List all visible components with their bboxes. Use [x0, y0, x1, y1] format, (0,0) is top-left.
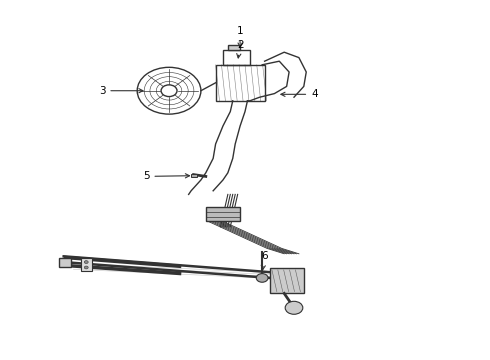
Circle shape: [256, 274, 268, 282]
Circle shape: [84, 261, 88, 264]
Circle shape: [285, 301, 303, 314]
Bar: [81, 258, 92, 271]
Text: 1: 1: [237, 26, 244, 47]
Text: 3: 3: [98, 86, 143, 96]
Bar: [206, 207, 240, 221]
Bar: [216, 65, 265, 101]
Text: 6: 6: [261, 251, 268, 270]
Text: 2: 2: [237, 40, 244, 58]
Bar: [191, 174, 197, 177]
Text: 5: 5: [143, 171, 190, 181]
Bar: [223, 50, 250, 65]
Bar: [59, 258, 71, 267]
Text: 4: 4: [281, 89, 318, 99]
Bar: [270, 268, 304, 293]
Bar: [228, 45, 240, 50]
Circle shape: [84, 266, 88, 269]
